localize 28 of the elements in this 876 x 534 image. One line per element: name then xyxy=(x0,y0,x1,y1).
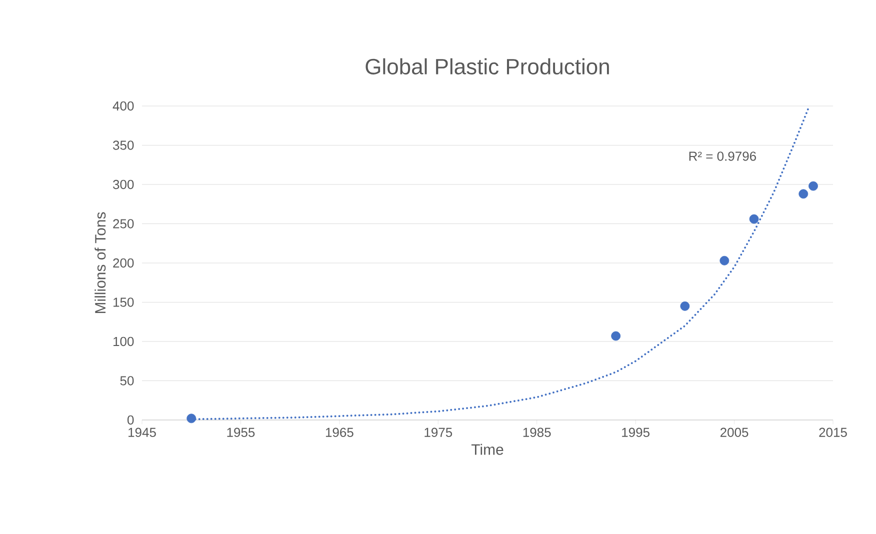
point xyxy=(186,414,196,424)
x-tick-label: 1985 xyxy=(523,428,551,437)
y-tick-label: 200 xyxy=(113,258,134,268)
y-tick-label: 250 xyxy=(113,219,134,228)
x-tick-label: 2015 xyxy=(819,428,847,437)
y-tick-label: 0 xyxy=(127,415,134,425)
y-tick-label: 400 xyxy=(112,101,134,111)
x-tick-label: 1995 xyxy=(622,428,650,437)
y-tick-label: 350 xyxy=(113,140,134,150)
x-tick-label: 2005 xyxy=(720,428,748,437)
x-axis-title: Time xyxy=(471,444,504,455)
x-tick-label: 1965 xyxy=(326,428,354,437)
y-tick-label: 300 xyxy=(113,180,134,190)
point xyxy=(798,189,808,199)
y-tick-label: 150 xyxy=(114,298,134,307)
annotation: R² = 0.9796 xyxy=(689,152,756,161)
y-tick-label: 100 xyxy=(114,336,134,346)
x-tick-label: 1945 xyxy=(128,428,156,437)
point xyxy=(720,256,730,266)
point xyxy=(749,214,759,224)
y-axis-title: Millions of Tons xyxy=(94,212,106,314)
point xyxy=(611,331,621,341)
chart-title: Global Plastic Production xyxy=(366,58,609,74)
point xyxy=(808,181,818,191)
y-tick-label: 50 xyxy=(120,376,134,386)
x-tick-label: 1955 xyxy=(227,428,255,437)
point xyxy=(680,301,690,311)
x-tick-label: 1975 xyxy=(424,428,452,437)
